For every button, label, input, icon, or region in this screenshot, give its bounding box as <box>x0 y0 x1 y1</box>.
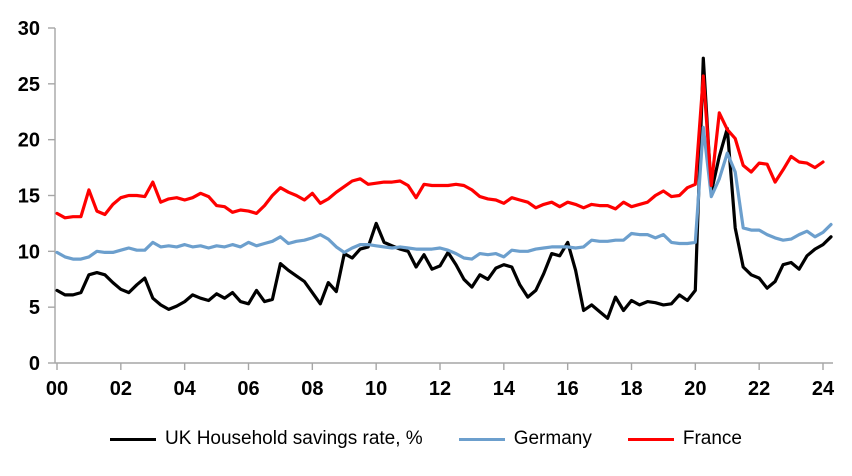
x-tick-label: 04 <box>174 378 197 400</box>
france-line-swatch <box>627 437 674 441</box>
legend-label-germany: Germany <box>513 428 592 449</box>
x-tick-label: 12 <box>429 378 451 400</box>
x-tick-label: 18 <box>620 378 642 400</box>
line-chart-plot: 0 5 10 15 20 25 30 00 02 04 06 08 10 12 14 16 18 20 22 24 <box>18 18 835 400</box>
x-tick-label: 14 <box>493 378 516 400</box>
x-tick-label: 06 <box>237 378 259 400</box>
legend-label-france: France <box>682 428 742 449</box>
x-tick-label: 02 <box>110 378 132 400</box>
y-tick-label: 20 <box>18 130 40 152</box>
x-tick-label: 00 <box>46 378 68 400</box>
y-tick-label: 10 <box>18 241 40 263</box>
y-tick-label: 25 <box>18 74 40 96</box>
legend-item-france: France <box>627 428 742 450</box>
series-line-france <box>55 74 825 220</box>
y-tick-label: 0 <box>29 353 40 375</box>
x-tick-label: 16 <box>557 378 579 400</box>
germany-line-swatch <box>458 437 505 441</box>
uk-line-swatch <box>110 437 157 441</box>
legend-item-uk: UK Household savings rate, % <box>110 428 423 450</box>
x-tick-label: 24 <box>812 378 835 400</box>
y-tick-label: 30 <box>18 18 40 40</box>
legend-label-uk: UK Household savings rate, % <box>165 428 423 449</box>
legend-item-germany: Germany <box>458 428 592 450</box>
series-line-germany <box>55 125 833 261</box>
x-tick-label: 20 <box>684 378 706 400</box>
y-tick-label: 15 <box>18 186 40 208</box>
y-tick-label: 5 <box>29 297 40 319</box>
x-tick-label: 10 <box>365 378 387 400</box>
x-tick-label: 08 <box>301 378 323 400</box>
chart-legend: UK Household savings rate, % Germany Fra… <box>0 428 852 450</box>
x-tick-label: 22 <box>748 378 770 400</box>
